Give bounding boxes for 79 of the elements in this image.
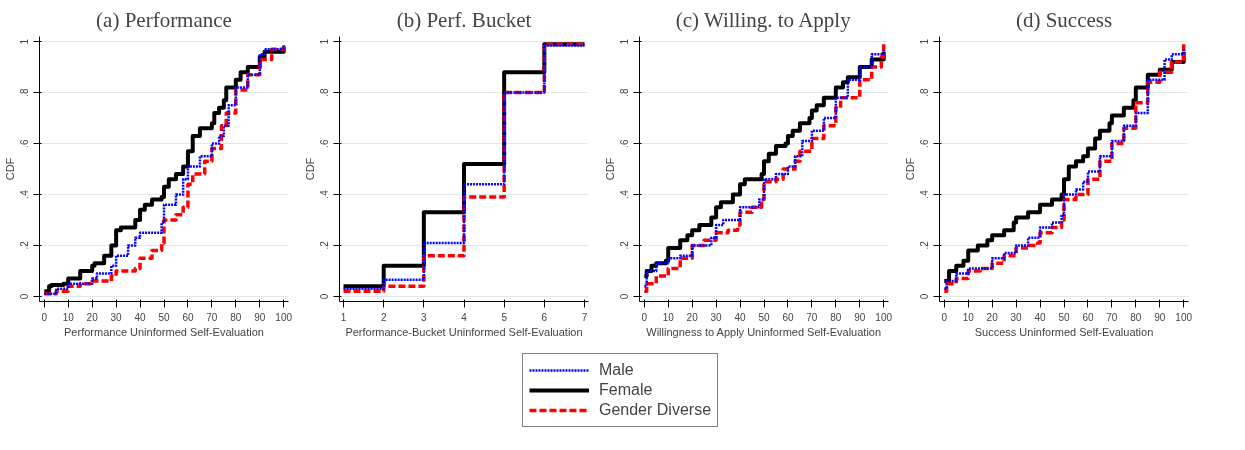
x-axis-title: Success Uninformed Self-Evaluation: [974, 325, 1154, 338]
chart-title: (a) Performance: [96, 7, 232, 32]
x-tick-label: 30: [110, 311, 123, 323]
y-tick-label: .8: [619, 87, 631, 97]
y-tick-label: .4: [919, 189, 931, 199]
y-tick-label: .4: [319, 189, 331, 199]
y-tick-label: 0: [619, 293, 631, 300]
legend-label: Gender Diverse: [598, 401, 712, 419]
y-tick-label: 0: [19, 293, 31, 300]
x-tick-label: 40: [734, 311, 747, 323]
x-tick-label: 0: [41, 311, 48, 323]
x-tick-label: 90: [854, 311, 866, 323]
legend-label: Male: [598, 361, 634, 379]
x-tick-label: 70: [1106, 311, 1118, 323]
y-axis-title: CDF: [3, 157, 16, 181]
x-tick-label: 80: [830, 311, 842, 323]
legend-label: Female: [598, 381, 653, 399]
x-tick-label: 30: [1010, 311, 1023, 323]
x-tick-label: 0: [641, 311, 648, 323]
y-tick-label: .8: [919, 87, 931, 97]
x-tick-label: 90: [1154, 311, 1166, 323]
y-tick-label: .4: [619, 189, 631, 199]
x-tick-label: 60: [1082, 311, 1094, 323]
x-tick-label: 4: [461, 311, 468, 323]
y-tick-label: .4: [19, 189, 31, 199]
y-tick-label: .2: [619, 240, 631, 250]
y-axis-title: CDF: [603, 157, 616, 181]
x-tick-label: 1: [340, 311, 347, 323]
x-axis-title: Performance Uninformed Self-Evaluation: [64, 325, 264, 338]
y-tick-label: 1: [919, 38, 931, 45]
y-tick-label: .8: [319, 87, 331, 97]
x-tick-label: 60: [782, 311, 794, 323]
y-tick-label: .6: [19, 138, 31, 148]
x-tick-label: 0: [941, 311, 948, 323]
chart-title: (b) Perf. Bucket: [396, 7, 532, 32]
x-tick-label: 80: [1130, 311, 1142, 323]
y-tick-label: .6: [319, 138, 331, 148]
x-tick-label: 70: [206, 311, 218, 323]
x-tick-label: 100: [1175, 311, 1193, 323]
x-tick-label: 2: [380, 311, 387, 323]
y-tick-label: .6: [919, 138, 931, 148]
x-tick-label: 70: [806, 311, 818, 323]
x-tick-label: 30: [710, 311, 723, 323]
x-tick-label: 50: [758, 311, 770, 323]
x-tick-label: 3: [421, 311, 428, 323]
x-tick-label: 7: [581, 311, 588, 323]
y-tick-label: 1: [19, 38, 31, 45]
x-tick-label: 40: [134, 311, 147, 323]
x-tick-label: 20: [686, 311, 699, 323]
y-tick-label: .6: [619, 138, 631, 148]
x-tick-label: 10: [62, 311, 75, 323]
x-tick-label: 90: [254, 311, 266, 323]
x-tick-label: 5: [501, 311, 508, 323]
chart-title: (c) Willing. to Apply: [675, 7, 852, 32]
y-tick-label: .8: [19, 87, 31, 97]
x-tick-label: 100: [275, 311, 293, 323]
x-tick-label: 60: [182, 311, 194, 323]
y-tick-label: 0: [919, 293, 931, 300]
chart-title: (d) Success: [1015, 7, 1113, 32]
x-axis-title: Willingness to Apply Uninformed Self-Evaluation: [646, 325, 882, 338]
y-tick-label: .2: [19, 240, 31, 250]
y-axis-title: CDF: [903, 157, 916, 181]
x-tick-label: 20: [86, 311, 99, 323]
y-tick-label: .2: [919, 240, 931, 250]
x-tick-label: 20: [986, 311, 999, 323]
y-tick-label: .2: [319, 240, 331, 250]
x-tick-label: 50: [1058, 311, 1070, 323]
x-tick-label: 80: [230, 311, 242, 323]
x-tick-label: 100: [875, 311, 893, 323]
x-tick-label: 50: [158, 311, 170, 323]
x-tick-label: 10: [962, 311, 975, 323]
x-axis-title: Performance-Bucket Uninformed Self-Evaluation: [345, 325, 583, 338]
x-tick-label: 40: [1034, 311, 1047, 323]
x-tick-label: 10: [662, 311, 675, 323]
x-tick-label: 6: [541, 311, 548, 323]
y-tick-label: 0: [319, 293, 331, 300]
y-tick-label: 1: [319, 38, 331, 45]
y-axis-title: CDF: [303, 157, 316, 181]
y-tick-label: 1: [619, 38, 631, 45]
